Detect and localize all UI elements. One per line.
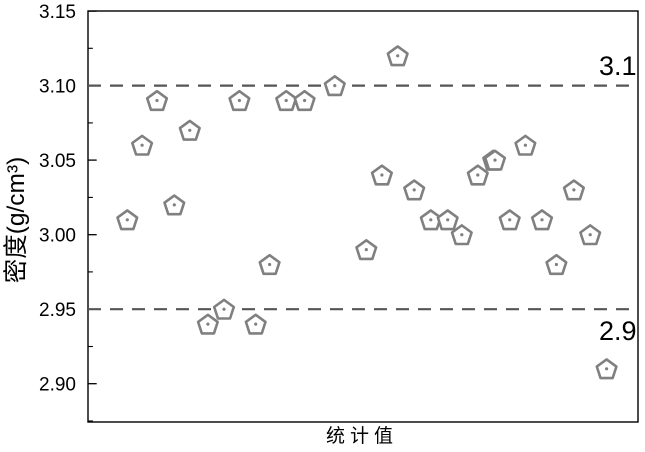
svg-text:3.00: 3.00 <box>39 226 76 247</box>
svg-text:统计值: 统计值 <box>326 425 398 447</box>
svg-text:3.05: 3.05 <box>39 151 76 172</box>
svg-text:3.10: 3.10 <box>39 77 76 98</box>
svg-text:3.1: 3.1 <box>599 51 637 81</box>
svg-text:2.95: 2.95 <box>39 300 76 321</box>
svg-text:3.15: 3.15 <box>39 2 76 23</box>
svg-text:密度(g/cm³): 密度(g/cm³) <box>2 157 30 284</box>
svg-text:2.90: 2.90 <box>39 375 76 396</box>
svg-text:2.9: 2.9 <box>599 316 637 346</box>
